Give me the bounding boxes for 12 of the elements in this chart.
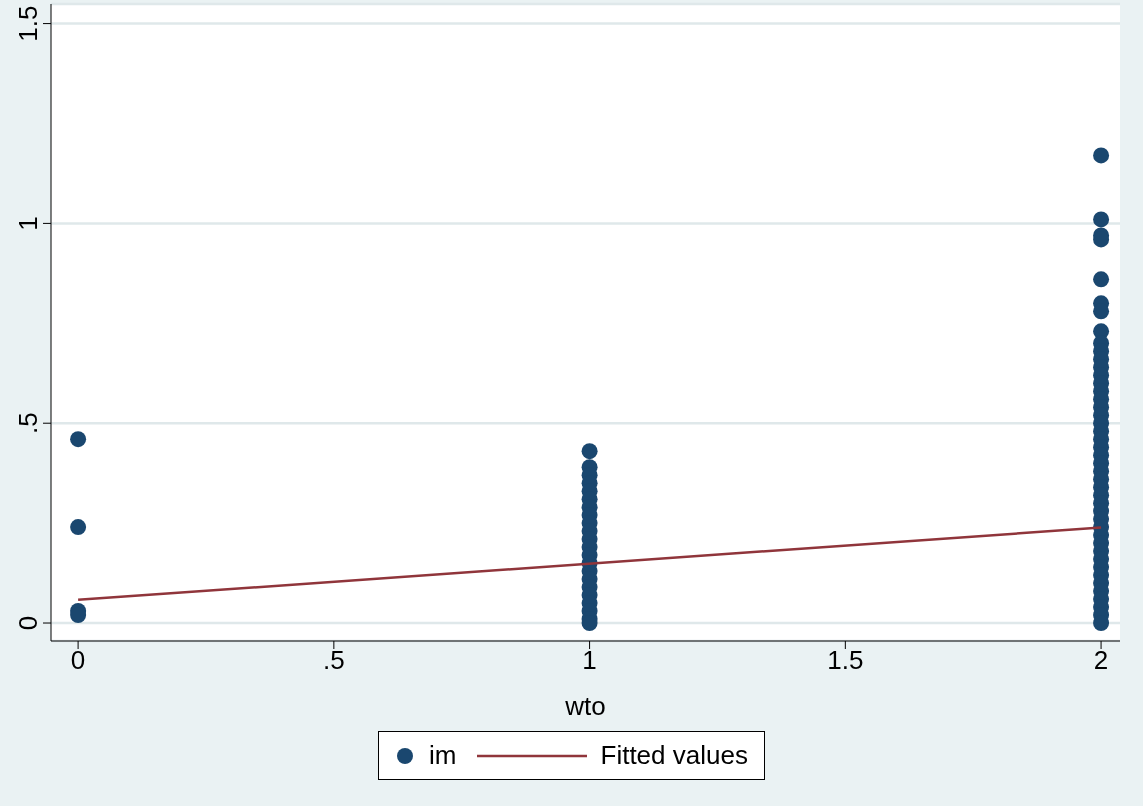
y-tick-label: 1.5 bbox=[13, 5, 43, 42]
y-tick-label: 0 bbox=[13, 615, 43, 631]
x-axis-title: wto bbox=[564, 691, 606, 721]
x-tick-label: 2 bbox=[1093, 645, 1109, 676]
x-tick-label: 0 bbox=[70, 645, 86, 676]
y-tick-label: .5 bbox=[13, 412, 43, 435]
y-tick-label: 1 bbox=[13, 216, 43, 231]
legend-label: im bbox=[429, 740, 457, 771]
legend-label: Fitted values bbox=[600, 740, 748, 771]
x-tick-label: 1.5 bbox=[827, 645, 864, 676]
x-tick-label: .5 bbox=[323, 645, 345, 676]
x-tick-label: 1 bbox=[582, 645, 597, 676]
